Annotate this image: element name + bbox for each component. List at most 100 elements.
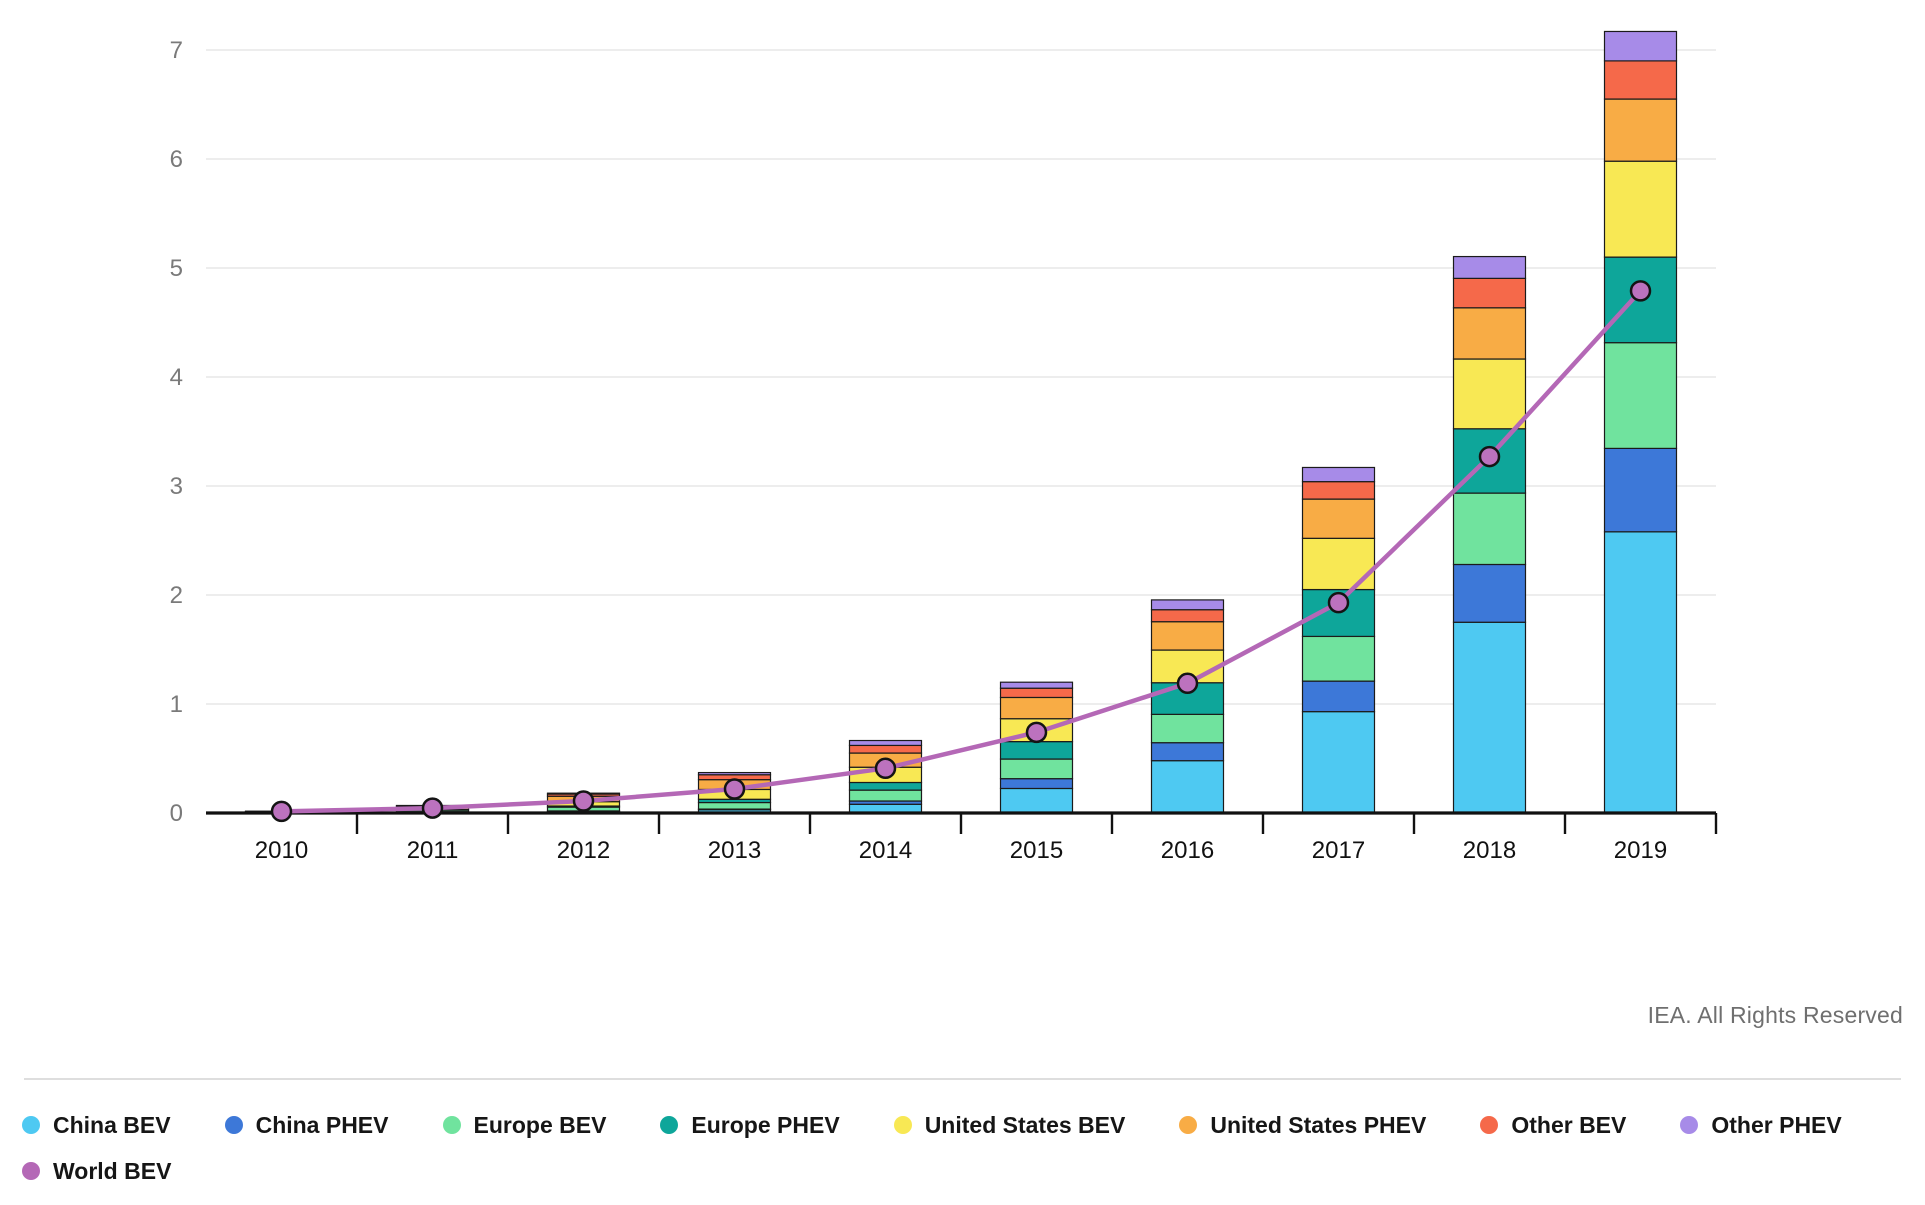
y-tick-label-4: 4 — [170, 364, 183, 391]
world-bev-point-2018[interactable] — [1478, 445, 1501, 468]
legend-item-united-states-phev[interactable]: United States PHEV — [1179, 1112, 1426, 1139]
legend-divider — [24, 1078, 1901, 1080]
bar-segment-united-states-phev-2015[interactable] — [999, 696, 1074, 720]
bar-segment-china-bev-2017[interactable] — [1301, 711, 1376, 814]
legend-swatch-icon — [660, 1116, 679, 1134]
bar-segment-china-bev-2018[interactable] — [1452, 621, 1527, 814]
bar-segment-other-bev-2017[interactable] — [1301, 481, 1376, 500]
bar-segment-china-phev-2018[interactable] — [1452, 563, 1527, 623]
legend-swatch-icon — [1179, 1116, 1198, 1134]
x-tick-label-2012: 2012 — [557, 837, 610, 864]
legend-item-other-bev[interactable]: Other BEV — [1480, 1112, 1626, 1139]
y-tick-label-1: 1 — [170, 691, 183, 718]
bar-segment-united-states-phev-2016[interactable] — [1150, 621, 1225, 651]
bar-segment-china-phev-2017[interactable] — [1301, 680, 1376, 713]
world-bev-point-2015[interactable] — [1025, 721, 1048, 744]
bar-segment-other-phev-2018[interactable] — [1452, 255, 1527, 279]
bar-segment-china-bev-2019[interactable] — [1603, 531, 1678, 814]
bar-segment-other-phev-2016[interactable] — [1150, 599, 1225, 611]
world-bev-point-2012[interactable] — [572, 790, 595, 812]
x-tick-label-2014: 2014 — [859, 837, 912, 864]
world-bev-point-2011[interactable] — [421, 797, 444, 819]
legend-label: China BEV — [53, 1111, 171, 1138]
bar-segment-other-phev-2017[interactable] — [1301, 466, 1376, 483]
bar-segment-other-phev-2015[interactable] — [999, 681, 1074, 689]
legend-swatch-icon — [22, 1162, 40, 1180]
legend-label: Other PHEV — [1711, 1111, 1842, 1138]
bar-segment-china-bev-2015[interactable] — [999, 787, 1074, 814]
bar-segment-europe-bev-2014[interactable] — [848, 789, 923, 802]
bar-segment-other-bev-2014[interactable] — [848, 744, 923, 754]
world-bev-point-2016[interactable] — [1176, 672, 1199, 695]
bar-segment-europe-bev-2019[interactable] — [1603, 342, 1678, 449]
legend-label: Other BEV — [1511, 1111, 1627, 1138]
legend-item-china-phev[interactable]: China PHEV — [224, 1111, 389, 1139]
legend-item-europe-phev[interactable]: Europe PHEV — [660, 1112, 840, 1139]
y-tick-label-7: 7 — [170, 37, 183, 64]
bar-segment-europe-phev-2015[interactable] — [999, 741, 1074, 760]
legend-row-line-series: World BEV — [22, 1148, 1903, 1194]
bar-segment-other-bev-2015[interactable] — [999, 687, 1074, 699]
legend-item-united-states-bev[interactable]: United States BEV — [893, 1112, 1125, 1139]
bar-segment-china-bev-2016[interactable] — [1150, 760, 1225, 814]
y-tick-label-3: 3 — [170, 473, 183, 500]
world-bev-point-2010[interactable] — [270, 800, 293, 823]
y-tick-label-6: 6 — [170, 146, 183, 173]
bar-segment-other-phev-2013[interactable] — [697, 771, 772, 776]
y-tick-label-0: 0 — [170, 800, 183, 827]
x-tick-label-2015: 2015 — [1010, 837, 1063, 864]
bar-segment-united-states-phev-2018[interactable] — [1452, 307, 1527, 360]
legend-row-bar-series: China BEV China PHEV Europe BEV Europe PHEV… — [22, 1102, 1903, 1148]
bar-segment-china-phev-2015[interactable] — [999, 778, 1074, 790]
legend-label: World BEV — [53, 1157, 172, 1184]
bar-segment-china-phev-2016[interactable] — [1150, 742, 1225, 762]
bar-segment-europe-bev-2015[interactable] — [999, 758, 1074, 780]
x-tick-label-2017: 2017 — [1312, 837, 1365, 864]
legend-item-china-bev[interactable]: China BEV — [22, 1112, 171, 1139]
legend-item-other-phev[interactable]: Other PHEV — [1680, 1111, 1842, 1139]
bar-segment-other-bev-2018[interactable] — [1452, 277, 1527, 309]
legend-swatch-icon — [1480, 1116, 1499, 1134]
bar-segment-other-bev-2016[interactable] — [1150, 609, 1225, 623]
legend-label: United States PHEV — [1210, 1111, 1427, 1138]
legend-item-europe-bev[interactable]: Europe BEV — [442, 1111, 607, 1139]
x-axis — [206, 811, 1718, 834]
bar-segment-other-bev-2019[interactable] — [1603, 60, 1678, 100]
bar-segment-europe-bev-2013[interactable] — [697, 801, 772, 810]
x-tick-label-2011: 2011 — [407, 837, 459, 864]
legend-swatch-icon — [1680, 1116, 1699, 1134]
x-tick-label-2019: 2019 — [1614, 837, 1667, 864]
bar-segment-united-states-phev-2017[interactable] — [1301, 498, 1376, 539]
bar-segment-united-states-bev-2019[interactable] — [1603, 160, 1678, 258]
bar-segment-other-phev-2014[interactable] — [848, 739, 923, 747]
x-tick-label-2018: 2018 — [1463, 837, 1516, 864]
bar-segment-europe-phev-2014[interactable] — [848, 781, 923, 791]
world-bev-line — [279, 288, 1643, 814]
x-tick-label-2013: 2013 — [708, 837, 761, 864]
copyright-note: IEA. All Rights Reserved — [1647, 1002, 1903, 1028]
ev-stock-chart: 0 1 2 3 4 5 6 7 2010 2011 2012 2013 2014 2015 2016 2017… — [170, 30, 1718, 864]
bar-segment-china-phev-2019[interactable] — [1603, 447, 1678, 533]
y-tick-label-5: 5 — [170, 255, 183, 282]
bar-segment-europe-bev-2017[interactable] — [1301, 635, 1376, 682]
legend: China BEV China PHEV Europe BEV Europe PHEV… — [22, 1102, 1903, 1194]
legend-swatch-icon — [442, 1116, 461, 1134]
bar-segment-united-states-bev-2017[interactable] — [1301, 537, 1376, 591]
bar-segment-europe-bev-2018[interactable] — [1452, 492, 1527, 566]
bar-segment-other-phev-2019[interactable] — [1603, 30, 1678, 62]
world-bev-point-2019[interactable] — [1629, 280, 1652, 302]
stacked-bars — [244, 30, 1678, 814]
bar-segment-united-states-bev-2018[interactable] — [1452, 358, 1527, 430]
bar-segment-united-states-phev-2019[interactable] — [1603, 98, 1678, 162]
legend-label: China PHEV — [255, 1111, 389, 1138]
y-tick-label-2: 2 — [170, 582, 183, 609]
legend-item-world-bev[interactable]: World BEV — [22, 1158, 171, 1185]
legend-label: Europe BEV — [473, 1111, 607, 1138]
gridlines — [206, 49, 1716, 705]
world-bev-point-2017[interactable] — [1327, 591, 1350, 614]
world-bev-point-2013[interactable] — [723, 778, 746, 800]
bar-segment-europe-bev-2016[interactable] — [1150, 713, 1225, 744]
x-tick-label-2016: 2016 — [1161, 837, 1214, 864]
world-bev-point-2014[interactable] — [874, 757, 897, 780]
